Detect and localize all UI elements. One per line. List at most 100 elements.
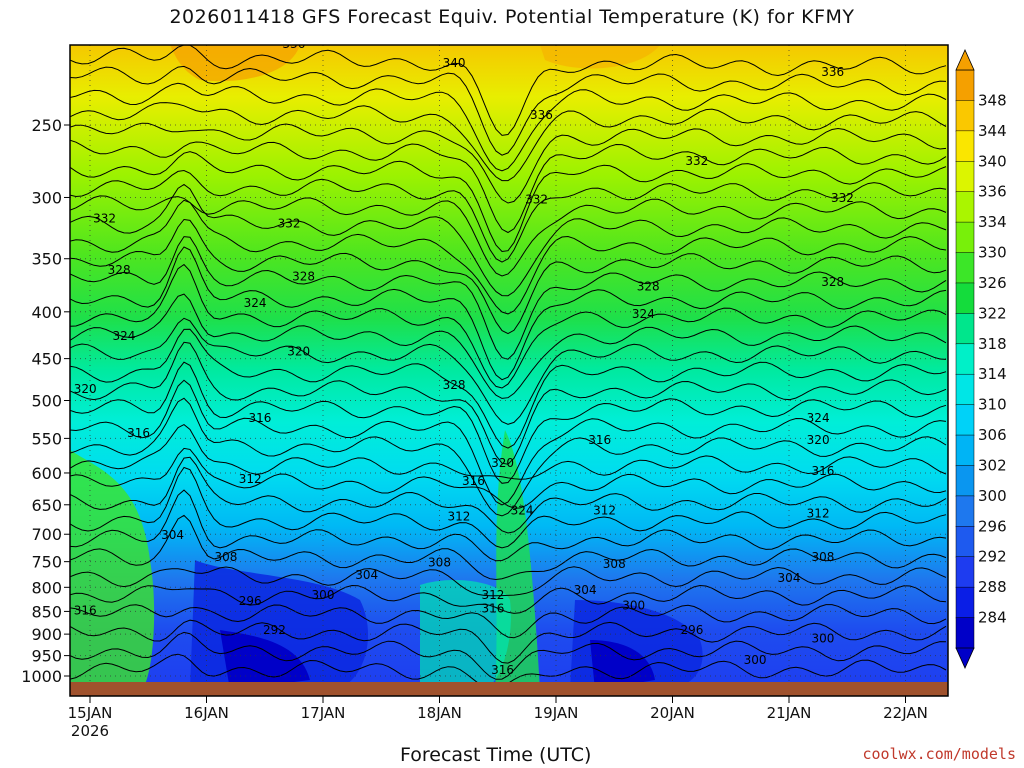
contour-line — [70, 466, 947, 549]
x-tick-label: 20JAN — [650, 704, 695, 722]
y-tick-label: 400 — [31, 303, 62, 322]
x-tick-sublabel: 2026 — [71, 722, 109, 740]
contour-line — [70, 566, 947, 597]
contour-line — [70, 139, 947, 234]
contour-line — [70, 82, 947, 172]
warm-pocket-1 — [170, 45, 300, 82]
colorbar-tick-label: 326 — [978, 274, 1007, 292]
colorbar-segment — [955, 556, 975, 588]
contour-label: 320 — [74, 382, 97, 396]
x-tick-label: 16JAN — [184, 704, 229, 722]
contour-label: 300 — [744, 653, 767, 667]
contour-label: 300 — [312, 588, 335, 602]
colorbar-tick-label: 284 — [978, 609, 1007, 627]
y-tick-label: 950 — [31, 647, 62, 666]
contour-label: 316 — [588, 433, 611, 447]
contour-label: 332 — [831, 191, 854, 205]
colorbar-segment — [955, 221, 975, 254]
colorbar-segment — [955, 343, 975, 375]
contour-label: 300 — [812, 632, 835, 646]
contour-label: 296 — [680, 623, 703, 637]
plot-frame — [69, 44, 949, 697]
contour-label: 312 — [593, 504, 616, 518]
contour-label: 308 — [428, 555, 451, 569]
warm-pocket-2 — [540, 45, 660, 69]
contour-line — [70, 263, 947, 389]
contour-label: 340 — [443, 56, 466, 70]
contour-line — [70, 317, 947, 425]
contour-line — [70, 236, 947, 360]
y-tick-label: 250 — [31, 116, 62, 135]
colorbar-tick-label: 336 — [978, 183, 1007, 201]
contour-label: 328 — [443, 378, 466, 392]
contour-line — [70, 379, 947, 506]
colorbar-tick-label: 322 — [978, 304, 1007, 322]
plot-area: 336 340 336 336 332 332 332 332 332 328 328 328 328 3… — [70, 37, 948, 696]
colorbar-tick-label: 300 — [978, 487, 1007, 505]
colorbar-tick-label: 334 — [978, 213, 1007, 231]
contour-label: 312 — [447, 510, 470, 524]
gridlines — [70, 45, 948, 696]
contour-label: 332 — [685, 154, 708, 168]
contour-line — [70, 631, 947, 680]
colorbar-tick-label: 288 — [978, 578, 1007, 596]
y-tick-label: 1000 — [21, 667, 62, 686]
credit-link[interactable]: coolwx.com/models — [862, 745, 1016, 763]
contour-line — [70, 584, 947, 614]
contour-label: 328 — [821, 275, 844, 289]
colorbar-tick-label: 310 — [978, 396, 1007, 414]
contour-label: 336 — [282, 37, 305, 51]
colorbar-segment — [955, 373, 975, 406]
y-axis: 250 300 350 400 450 500 550 600 650 700 750 800 850 9… — [21, 116, 70, 686]
colorbar-segment — [955, 586, 975, 619]
contour-label: 300 — [622, 599, 645, 613]
contour-label: 316 — [812, 464, 835, 478]
contour-label: 316 — [127, 426, 150, 440]
colorbar-segment — [955, 617, 975, 649]
contour-label: 304 — [574, 583, 597, 597]
colorbar: 348 344 340 336 334 330 326 322 318 314 310 306 302 3… — [955, 49, 1007, 669]
contour-line — [70, 361, 947, 484]
contour-line — [70, 65, 947, 156]
contour-label: 304 — [161, 528, 184, 542]
colorbar-tick-label: 348 — [978, 91, 1007, 109]
contour-label: 312 — [481, 588, 504, 602]
y-tick-label: 300 — [31, 188, 62, 207]
colorbar-tick-label: 292 — [978, 548, 1007, 566]
y-tick-label: 600 — [31, 464, 62, 483]
y-tick-label: 700 — [31, 525, 62, 544]
contour-label: 296 — [239, 594, 262, 608]
contour-line — [70, 514, 947, 581]
colorbar-segment — [955, 465, 975, 497]
colorbar-segment — [955, 252, 975, 284]
contour-label: 304 — [355, 568, 378, 582]
x-axis-title: Forecast Time (UTC) — [400, 744, 592, 766]
contour-labels: 336 340 336 336 332 332 332 332 332 328 328 328 328 3… — [74, 37, 854, 677]
colorbar-tick-label: 340 — [978, 152, 1007, 170]
colorbar-segment — [955, 313, 975, 345]
y-tick-label: 850 — [31, 602, 62, 621]
colorbar-segment — [955, 434, 975, 467]
x-tick-label: 21JAN — [767, 704, 812, 722]
contour-line — [70, 604, 947, 639]
contour-label: 332 — [93, 212, 116, 226]
colorbar-tick-label: 296 — [978, 517, 1007, 535]
y-tick-label: 550 — [31, 429, 62, 448]
contour-line — [70, 489, 947, 562]
colorbar-tick-label: 344 — [978, 122, 1007, 140]
contour-line — [70, 341, 947, 465]
contour-label: 332 — [525, 192, 548, 206]
contour-line — [70, 456, 947, 534]
colorbar-segment — [955, 69, 975, 102]
y-tick-label: 650 — [31, 496, 62, 515]
chart-title: 2026011418 GFS Forecast Equiv. Potential… — [169, 6, 855, 28]
x-tick-label: 15JAN — [68, 704, 113, 722]
contour-label: 320 — [807, 433, 830, 447]
contour-label: 320 — [491, 456, 514, 470]
y-tick-label: 800 — [31, 578, 62, 597]
contour-label: 312 — [239, 472, 262, 486]
colorbar-tick-label: 330 — [978, 244, 1007, 262]
contour-label: 324 — [244, 296, 267, 310]
